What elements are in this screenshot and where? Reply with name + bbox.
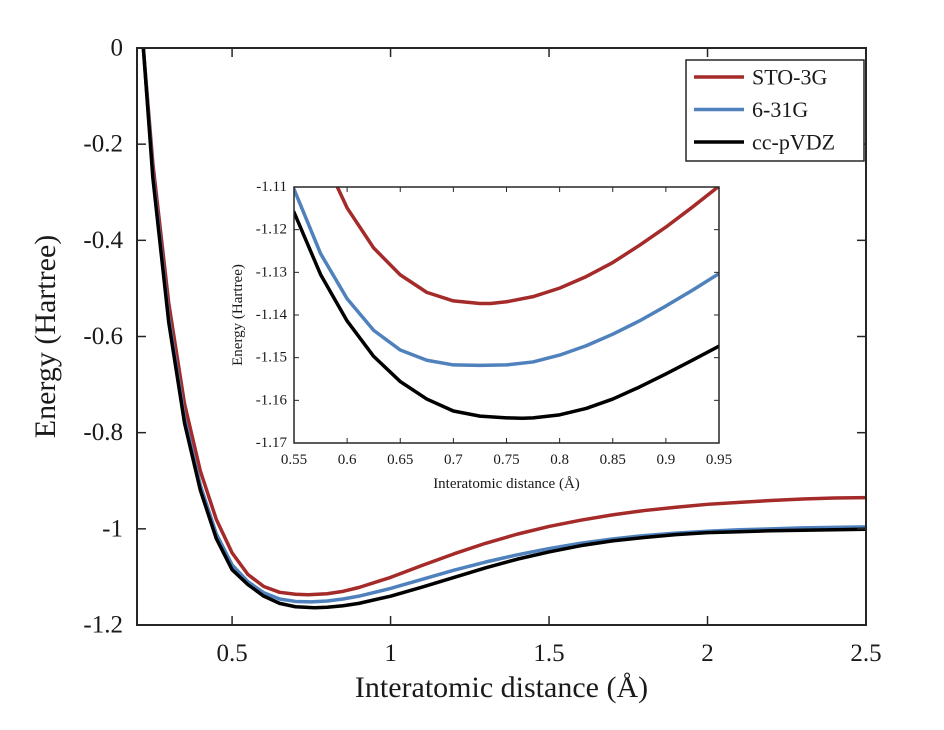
inset-xtick-label: 0.8 [550,452,569,468]
inset-xtick-label: 0.65 [387,452,413,468]
inset-y-axis-label: Energy (Hartree) [230,264,246,366]
inset-xtick-label: 0.9 [657,452,676,468]
main-xtick-label: 1.5 [533,640,564,667]
legend-entry: 6-31G [752,97,808,122]
inset-ytick-label: -1.12 [256,222,287,238]
main-xtick-label: 1 [384,640,397,667]
inset-xtick-label: 0.75 [493,452,519,468]
inset-ytick-label: -1.11 [256,179,287,195]
inset-xtick-label: 0.85 [600,452,626,468]
inset-line-series-2 [294,187,719,368]
main-xtick-label: 0.5 [216,640,247,667]
main-ytick-label: -0.4 [83,227,123,254]
main-y-axis-label: Energy (Hartree) [29,235,62,439]
inset-ytick-label: -1.17 [256,435,288,451]
inset-curves [294,187,719,420]
legend-entry: STO-3G [752,65,827,90]
main-ytick-label: 0 [111,35,124,62]
main-ytick-label: -1.2 [83,612,123,639]
legend: STO-3G 6-31G cc-pVDZ [685,59,865,162]
main-curves [141,48,866,610]
inset-line-series-1 [335,187,719,306]
main-ytick-label: -0.2 [83,131,123,158]
main-frame [136,47,867,626]
main-xtick-label: 2.5 [850,640,881,667]
inset-x-axis-label: Interatomic distance (Å) [433,476,580,492]
main-xtick-label: 2 [701,640,714,667]
inset-xtick-label: 0.7 [444,452,463,468]
main-ytick-label: -0.8 [83,419,123,446]
inset-xtick-label: 0.6 [338,452,357,468]
inset-xtick-label: 0.95 [706,452,732,468]
inset-frame [293,186,720,444]
inset-ytick-label: -1.15 [256,350,287,366]
inset-plot: 0.55 0.6 0.65 0.7 0.75 0.8 0.85 0.9 0.95 -1.11 -1.… [230,179,732,492]
inset-xtick-label: 0.55 [281,452,307,468]
main-line-sto-3g [141,48,866,597]
inset-ytick-label: -1.14 [256,307,288,323]
main-ytick-label: -0.6 [83,323,123,350]
inset-line-series-3 [294,210,719,420]
main-line-cc-pvdz [141,48,866,610]
inset-ytick-label: -1.16 [256,392,288,408]
main-ytick-label: -1 [102,515,123,542]
main-x-axis-label: Interatomic distance (Å) [355,671,648,704]
inset-ytick-label: -1.13 [256,264,287,280]
legend-entry: cc-pVDZ [752,130,835,155]
